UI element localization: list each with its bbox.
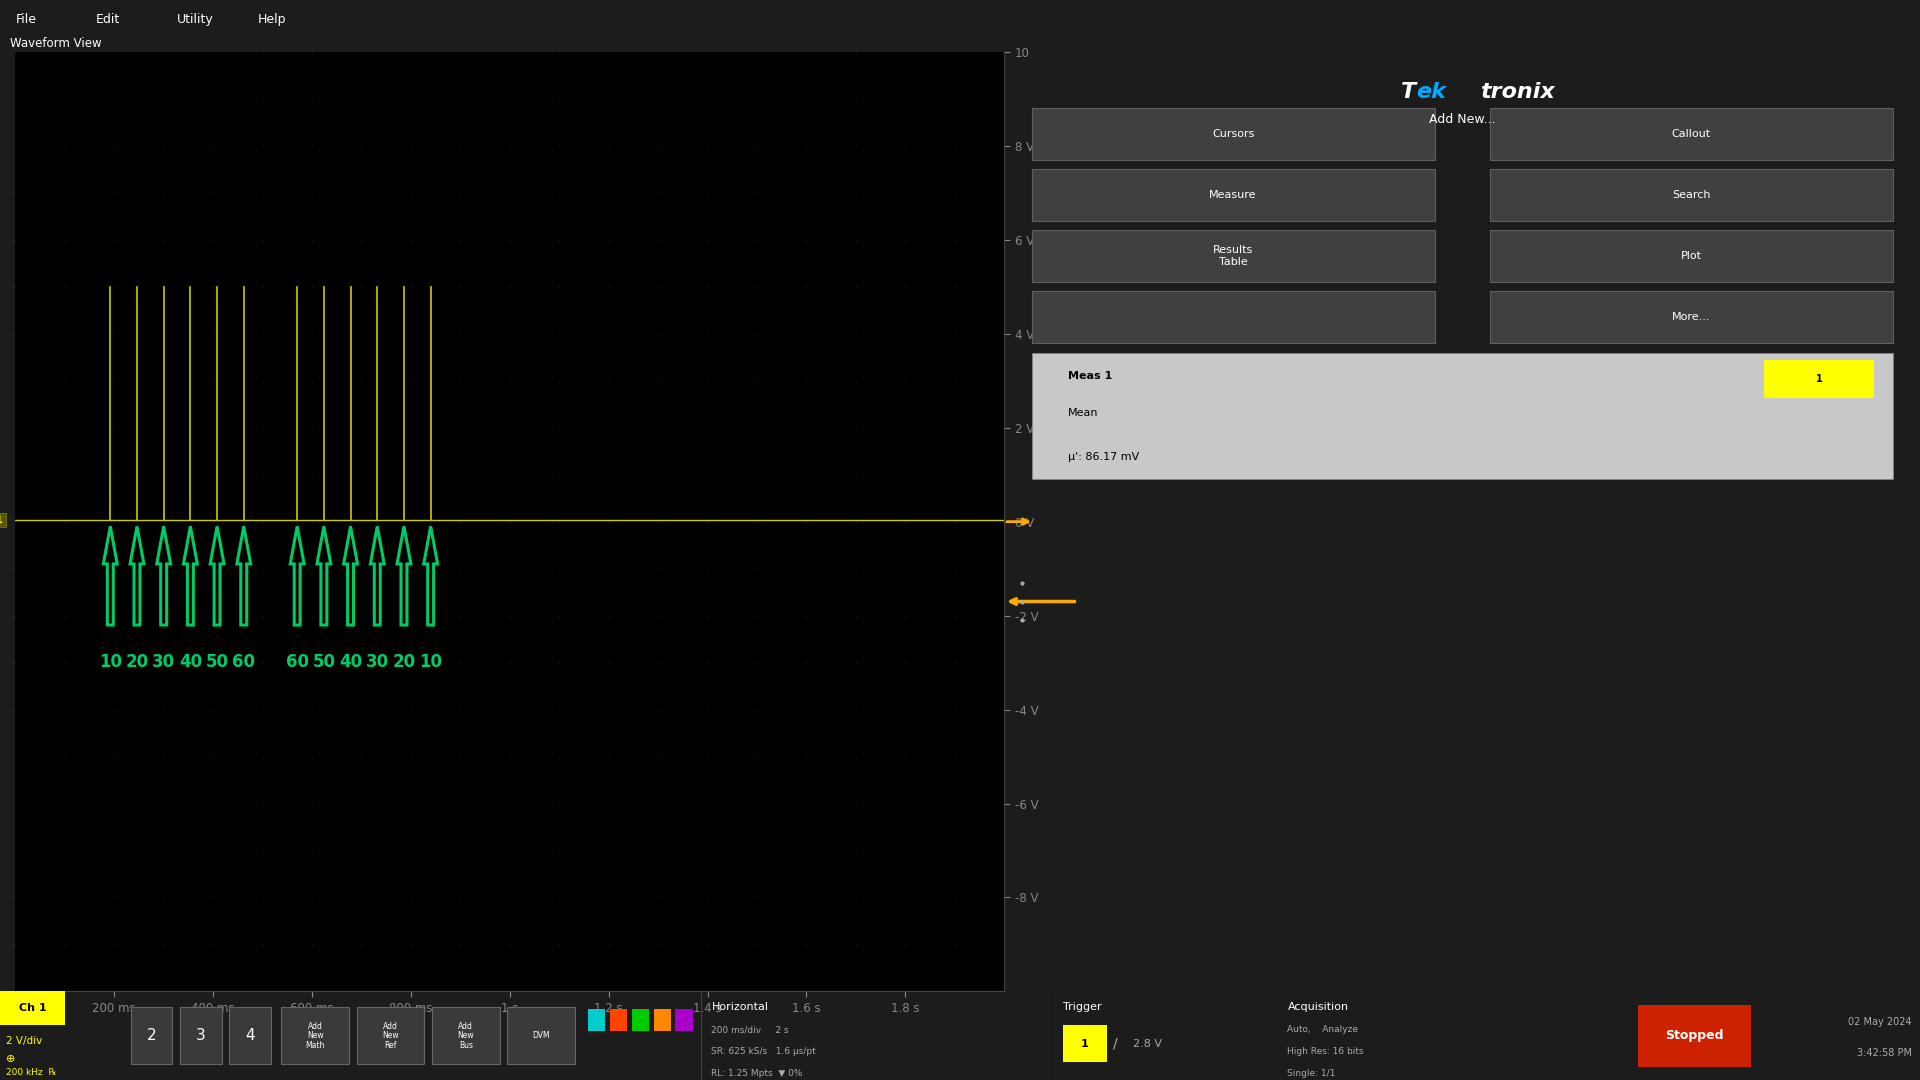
Text: File: File bbox=[15, 13, 36, 26]
Text: 60: 60 bbox=[232, 653, 255, 671]
Bar bbox=[131, 1008, 173, 1064]
Text: Auto,    Analyze: Auto, Analyze bbox=[1288, 1025, 1359, 1034]
Bar bbox=[180, 1008, 221, 1064]
Text: High Res: 16 bits: High Res: 16 bits bbox=[1288, 1048, 1363, 1056]
Text: 2: 2 bbox=[146, 1028, 157, 1043]
Text: 40: 40 bbox=[179, 653, 202, 671]
Bar bbox=[282, 1008, 349, 1064]
Bar bbox=[1490, 108, 1893, 160]
Bar bbox=[1490, 230, 1893, 282]
Bar bbox=[228, 1008, 271, 1064]
Text: Edit: Edit bbox=[96, 13, 121, 26]
Text: 1: 1 bbox=[1816, 374, 1822, 383]
Text: Search: Search bbox=[1672, 190, 1711, 200]
Bar bbox=[676, 1009, 693, 1031]
Bar bbox=[357, 1008, 424, 1064]
Text: More...: More... bbox=[1672, 312, 1711, 322]
Text: Single: 1/1: Single: 1/1 bbox=[1288, 1069, 1336, 1078]
Text: 02 May 2024: 02 May 2024 bbox=[1849, 1017, 1912, 1027]
Bar bbox=[1031, 352, 1893, 480]
Text: 10: 10 bbox=[419, 653, 442, 671]
Text: SR: 625 kS/s   1.6 μs/pt: SR: 625 kS/s 1.6 μs/pt bbox=[712, 1048, 816, 1056]
Text: DVM: DVM bbox=[532, 1031, 549, 1040]
Bar bbox=[507, 1008, 574, 1064]
Text: 4: 4 bbox=[246, 1028, 255, 1043]
Text: 20: 20 bbox=[392, 653, 415, 671]
Bar bbox=[653, 1009, 670, 1031]
Text: 2.8 V: 2.8 V bbox=[1133, 1039, 1162, 1049]
Text: Results
Table: Results Table bbox=[1213, 245, 1254, 267]
Bar bbox=[1031, 170, 1434, 221]
Bar bbox=[1764, 360, 1874, 397]
Bar bbox=[1031, 292, 1434, 343]
Text: 40: 40 bbox=[340, 653, 363, 671]
Bar bbox=[1638, 1004, 1751, 1067]
Bar bbox=[588, 1009, 605, 1031]
Text: Mean: Mean bbox=[1068, 408, 1098, 418]
Bar bbox=[1490, 292, 1893, 343]
Bar bbox=[611, 1009, 628, 1031]
Bar bbox=[432, 1008, 499, 1064]
Bar bbox=[1031, 230, 1434, 282]
Text: Callout: Callout bbox=[1672, 129, 1711, 139]
Text: 50: 50 bbox=[313, 653, 336, 671]
Text: Help: Help bbox=[257, 13, 286, 26]
Text: Acquisition: Acquisition bbox=[1288, 1002, 1348, 1012]
Text: tronix: tronix bbox=[1480, 82, 1555, 102]
Text: Ch 1: Ch 1 bbox=[19, 1003, 46, 1013]
Text: 50: 50 bbox=[205, 653, 228, 671]
Text: 2 V/div: 2 V/div bbox=[6, 1036, 42, 1047]
Text: Trigger: Trigger bbox=[1062, 1002, 1102, 1012]
Text: Add
New
Ref: Add New Ref bbox=[382, 1022, 399, 1050]
Bar bbox=[632, 1009, 649, 1031]
Text: C1: C1 bbox=[0, 515, 4, 525]
Text: 200 kHz  ℞: 200 kHz ℞ bbox=[6, 1068, 58, 1078]
Text: 3:42:58 PM: 3:42:58 PM bbox=[1857, 1049, 1912, 1058]
Text: Plot: Plot bbox=[1680, 252, 1701, 261]
Text: 60: 60 bbox=[286, 653, 309, 671]
Text: Add
New
Bus: Add New Bus bbox=[457, 1022, 474, 1050]
Text: Utility: Utility bbox=[177, 13, 213, 26]
Text: 1: 1 bbox=[1081, 1039, 1089, 1049]
Text: Horizontal: Horizontal bbox=[712, 1002, 768, 1012]
Text: T: T bbox=[1402, 82, 1417, 102]
Text: Stopped: Stopped bbox=[1665, 1029, 1724, 1042]
Text: RL: 1.25 Mpts  ▼ 0%: RL: 1.25 Mpts ▼ 0% bbox=[712, 1069, 803, 1078]
Text: 10: 10 bbox=[98, 653, 121, 671]
Text: Add
New
Math: Add New Math bbox=[305, 1022, 324, 1050]
Bar bbox=[1031, 108, 1434, 160]
Text: 20: 20 bbox=[125, 653, 148, 671]
Text: μ': 86.17 mV: μ': 86.17 mV bbox=[1068, 451, 1139, 461]
Text: Meas 1: Meas 1 bbox=[1068, 372, 1112, 381]
Text: ek: ek bbox=[1417, 82, 1446, 102]
Text: 200 ms/div     2 s: 200 ms/div 2 s bbox=[712, 1025, 789, 1034]
Bar bbox=[0, 991, 65, 1025]
Bar bbox=[1490, 170, 1893, 221]
Text: Add New...: Add New... bbox=[1428, 113, 1496, 126]
Text: Measure: Measure bbox=[1210, 190, 1258, 200]
Bar bbox=[1062, 1025, 1106, 1063]
Text: Cursors: Cursors bbox=[1212, 129, 1254, 139]
Text: Waveform View: Waveform View bbox=[10, 37, 102, 50]
Text: /: / bbox=[1114, 1037, 1117, 1051]
Text: 3: 3 bbox=[196, 1028, 205, 1043]
Text: 30: 30 bbox=[365, 653, 390, 671]
Text: 30: 30 bbox=[152, 653, 175, 671]
Text: ⊕: ⊕ bbox=[6, 1054, 15, 1064]
